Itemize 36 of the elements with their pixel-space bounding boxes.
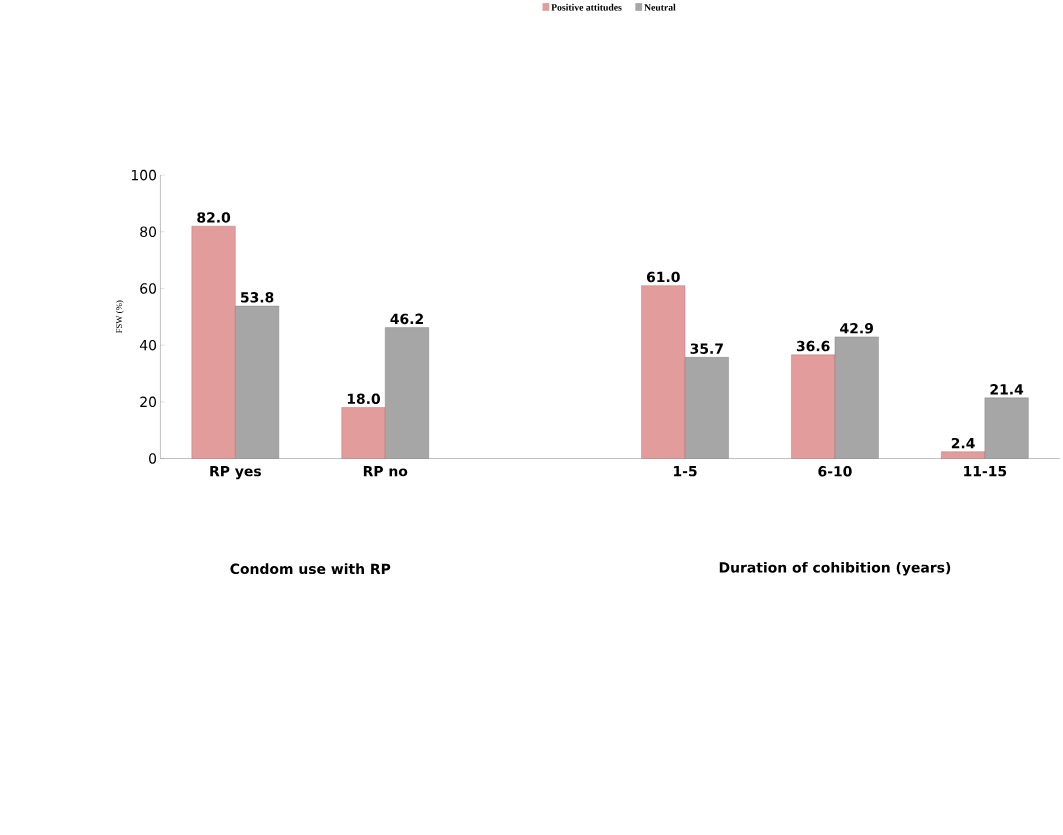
- data-label: 2.4: [951, 437, 975, 449]
- data-label: 53.8: [241, 291, 274, 303]
- y-tick-label: 20: [140, 396, 157, 407]
- x-tick-label: 11-15: [964, 465, 1007, 477]
- x-tick-label: 1-5: [674, 465, 697, 477]
- data-label: 46.2: [390, 313, 423, 324]
- data-label: 18.0: [347, 393, 380, 404]
- x-tick-label: RP no: [363, 465, 408, 477]
- y-tick-label: 100: [131, 169, 157, 181]
- text: Duration of cohibition (years): [719, 561, 951, 576]
- y-tick-label: 80: [140, 226, 157, 237]
- y-tick-label: 60: [140, 283, 157, 294]
- text: Condom use with RP: [230, 563, 391, 574]
- data-label: 36.6: [796, 340, 830, 352]
- legend-label: Positive attitudes: [551, 3, 622, 11]
- data-label: 61.0: [646, 271, 680, 283]
- data-label: 21.4: [990, 383, 1024, 395]
- bar: [791, 354, 836, 459]
- bar: [235, 305, 280, 459]
- y-tick-label: 0: [149, 453, 157, 464]
- bar: [984, 397, 1029, 459]
- x-tick-label: 6-10: [818, 465, 852, 477]
- x-tick-label: RP yes: [210, 465, 261, 480]
- y-tick-label: 40: [139, 339, 157, 351]
- data-label: 35.7: [690, 343, 723, 354]
- bar: [941, 451, 986, 459]
- bar: [641, 285, 686, 459]
- bar: [191, 225, 236, 459]
- data-label: 42.9: [840, 322, 873, 334]
- legend-label: Neutral: [644, 3, 676, 11]
- y-axis-title: FSW (%): [115, 300, 124, 333]
- bar: [341, 407, 386, 459]
- bar: [684, 356, 729, 459]
- bar: [385, 327, 429, 459]
- data-label: 82.0: [197, 212, 231, 223]
- bar: [834, 336, 879, 459]
